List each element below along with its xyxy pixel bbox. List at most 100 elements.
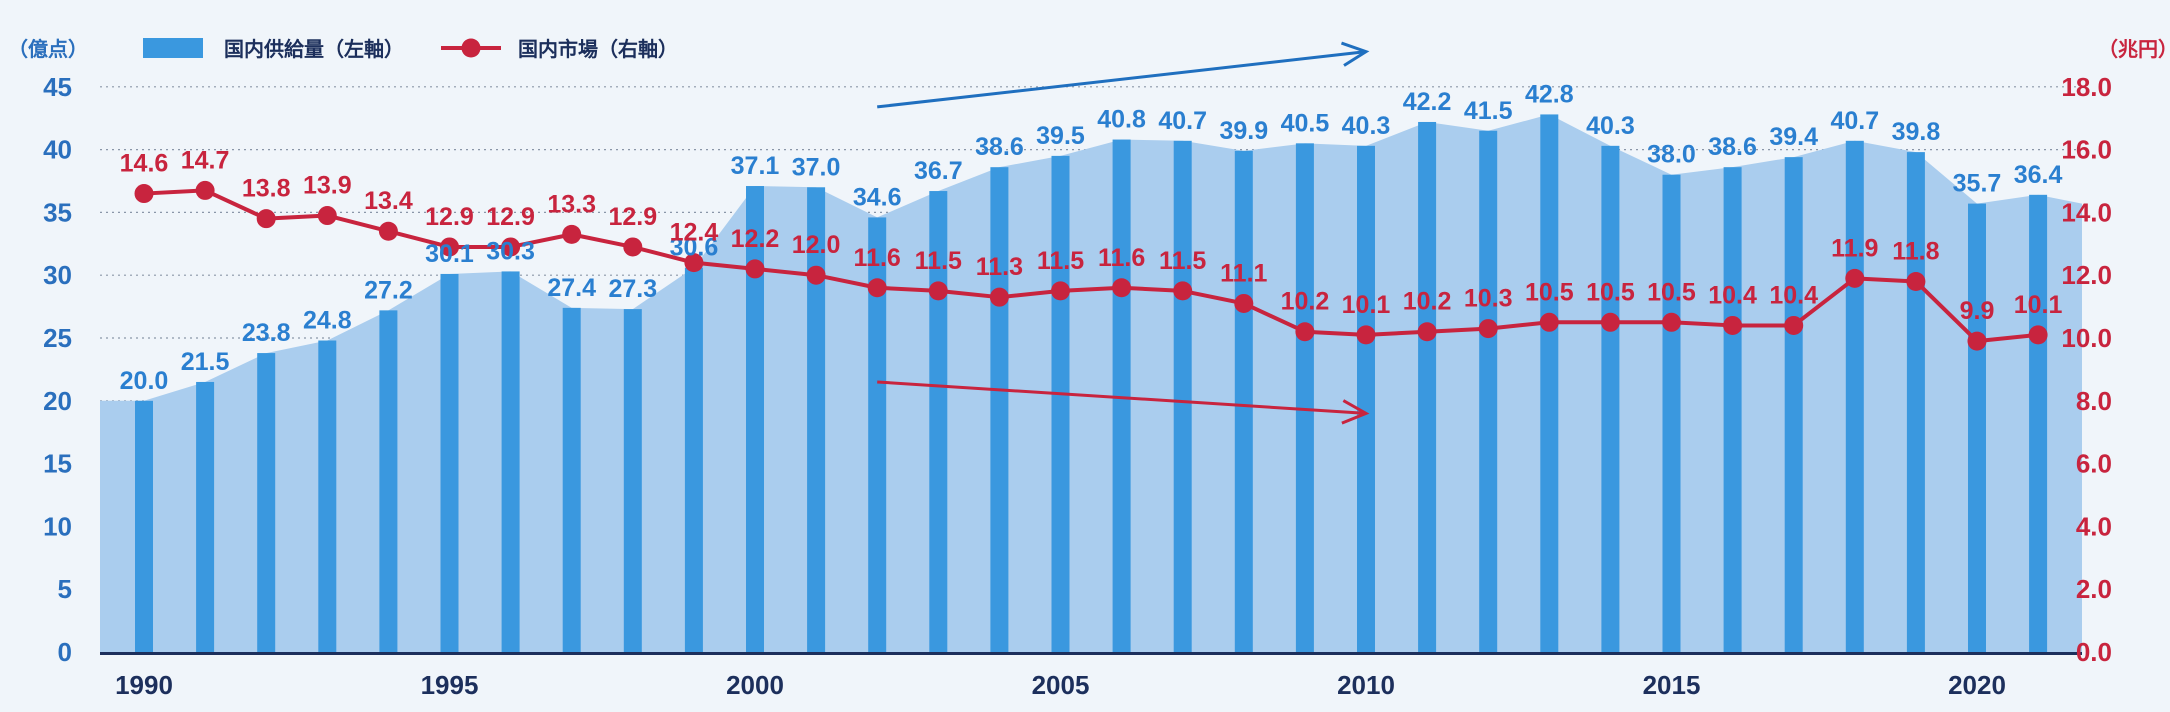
market-point-label: 11.1 — [1220, 259, 1267, 287]
y-right-tick-label: 4.0 — [2076, 511, 2112, 541]
market-point-label: 10.2 — [1281, 288, 1330, 316]
y-left-tick-label: 15 — [43, 449, 72, 479]
supply-bar-label: 20.0 — [120, 367, 169, 395]
supply-bar-label: 40.7 — [1158, 107, 1207, 135]
bars — [135, 114, 2048, 653]
supply-bar-label: 27.4 — [547, 274, 596, 302]
y-left-tick-label: 45 — [43, 72, 72, 102]
supply-bar — [1051, 155, 1070, 652]
y-left-tick-label: 20 — [43, 386, 72, 416]
market-point-label: 12.9 — [486, 203, 535, 231]
market-point — [806, 265, 826, 285]
supply-bar-label: 24.8 — [303, 307, 352, 335]
y-left-unit: （億点） — [8, 37, 88, 61]
market-point-label: 10.5 — [1525, 278, 1574, 306]
supply-bar — [257, 353, 276, 652]
y-right-tick-label: 2.0 — [2076, 574, 2112, 604]
supply-bar-label: 27.3 — [608, 275, 657, 303]
market-point-label: 11.3 — [976, 253, 1023, 281]
trend-arrow-head — [1340, 41, 1370, 67]
supply-bar-label: 21.5 — [181, 348, 230, 376]
supply-bar-label: 36.4 — [2014, 161, 2063, 189]
y-left-tick-label: 35 — [43, 197, 72, 227]
line-labels: 14.6 14.7 13.8 13.9 13.4 12.9 12.9 13.3 12.9 12.4… — [120, 146, 2063, 325]
y-left-tick-label: 5 — [58, 574, 72, 604]
market-line-series — [134, 180, 2048, 351]
market-point — [1417, 322, 1437, 342]
market-point-label: 10.3 — [1464, 285, 1513, 313]
supply-bar — [379, 310, 398, 652]
market-point-label: 11.6 — [1098, 244, 1145, 272]
supply-bar-label: 35.7 — [1953, 170, 2002, 198]
market-point-label: 12.4 — [670, 219, 719, 247]
y-right-tick-label: 16.0 — [2061, 135, 2112, 165]
market-point-label: 11.5 — [1159, 247, 1206, 275]
market-point-label: 10.1 — [1342, 291, 1391, 319]
y-left-tick-label: 10 — [43, 511, 72, 541]
supply-bar — [1601, 145, 1620, 652]
supply-area — [100, 114, 2082, 652]
market-point — [1173, 281, 1193, 301]
market-point-label: 13.8 — [242, 175, 291, 203]
supply-bar-label: 30.3 — [486, 237, 535, 265]
supply-bar — [135, 400, 153, 652]
y-left-tick-label: 40 — [43, 135, 72, 165]
market-point-label: 10.5 — [1586, 278, 1635, 306]
supply-bar-label: 40.7 — [1830, 107, 1879, 135]
supply-bar-label: 36.7 — [914, 157, 963, 185]
trend-arrow-head — [1341, 399, 1370, 425]
market-point — [1295, 322, 1315, 342]
x-axis: 1990 1995 2000 2005 2010 2015 2020 — [115, 670, 2006, 700]
supply-bar — [1968, 203, 1986, 652]
market-point-label: 13.4 — [364, 187, 413, 215]
supply-bar-label: 42.8 — [1525, 80, 1574, 108]
market-point — [317, 206, 337, 226]
market-point — [134, 184, 154, 204]
market-point — [195, 180, 215, 200]
legend-market-label: 国内市場（右軸） — [518, 37, 678, 61]
y-axis-left: 0 5 10 15 20 25 30 35 40 45 — [43, 72, 72, 667]
supply-bar-label: 30.1 — [425, 240, 474, 268]
market-point — [745, 259, 765, 279]
market-point — [1906, 271, 1926, 291]
market-point — [684, 253, 704, 273]
supply-bar-label: 34.6 — [853, 183, 902, 211]
market-point — [440, 237, 459, 257]
supply-bar-label: 39.5 — [1036, 122, 1085, 150]
supply-bar-label: 41.5 — [1464, 97, 1513, 125]
market-point-label: 11.8 — [1892, 237, 1939, 265]
x-tick-label: 2010 — [1337, 670, 1395, 700]
supply-bar — [1173, 140, 1192, 653]
supply-bar — [1112, 139, 1131, 652]
supply-bar-label: 42.2 — [1403, 88, 1452, 116]
y-right-tick-label: 10.0 — [2061, 323, 2112, 353]
x-tick-label: 1995 — [421, 670, 479, 700]
market-point — [867, 278, 887, 298]
market-point-label: 10.1 — [2014, 291, 2063, 319]
supply-bar — [1295, 143, 1314, 652]
supply-bar — [2029, 194, 2048, 653]
supply-bar-label: 38.0 — [1647, 141, 1696, 169]
supply-bar-label: 40.8 — [1097, 106, 1146, 134]
supply-bar — [1906, 152, 1925, 652]
supply-bar — [990, 167, 1009, 652]
x-tick-label: 1990 — [115, 670, 173, 700]
market-point-label: 11.9 — [1831, 234, 1878, 262]
market-point — [256, 209, 276, 229]
market-point-label: 13.9 — [303, 172, 352, 200]
y-axis-right: 0.0 2.0 4.0 6.0 8.0 10.0 12.0 14.0 16.0 18.0 — [2061, 72, 2112, 667]
legend: 国内供給量（左軸） 国内市場（右軸） — [143, 37, 678, 61]
supply-bar — [1784, 157, 1803, 653]
market-point — [623, 237, 643, 257]
market-point — [562, 224, 582, 244]
market-point — [1356, 325, 1376, 345]
supply-bar-label: 27.2 — [364, 276, 413, 304]
market-point — [1600, 312, 1620, 332]
market-line — [143, 188, 2039, 344]
supply-bar-label: 37.1 — [731, 152, 780, 180]
supply-bar — [807, 187, 826, 652]
market-point-label: 10.4 — [1769, 281, 1818, 309]
y-right-tick-label: 0.0 — [2076, 637, 2112, 667]
market-point-label: 12.9 — [608, 203, 657, 231]
market-point — [1112, 278, 1132, 298]
